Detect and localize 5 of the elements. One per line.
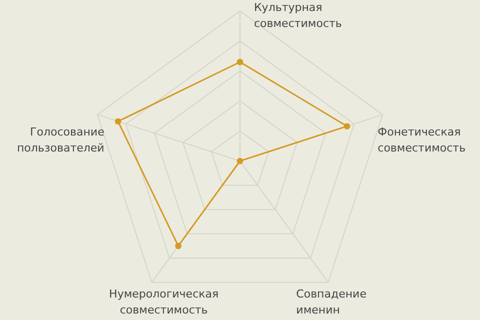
spoke-label: Фонетическая совместимость bbox=[378, 126, 466, 155]
spoke-label: Голосование пользователей bbox=[16, 126, 105, 155]
spoke-label: Нумерологическая совместимость bbox=[109, 287, 219, 316]
spoke-label: Совпадение именин bbox=[296, 287, 367, 316]
spoke-label: Культурная совместимость bbox=[254, 1, 342, 30]
